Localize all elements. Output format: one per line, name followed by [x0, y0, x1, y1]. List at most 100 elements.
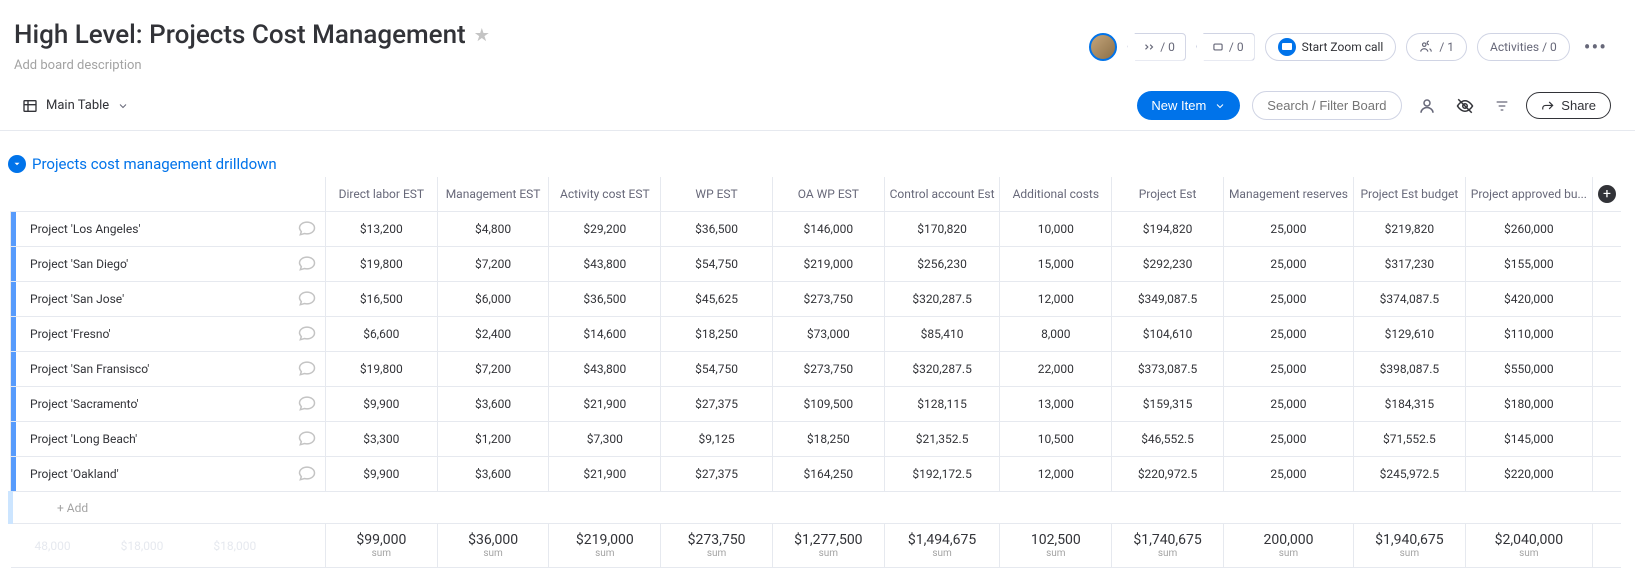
cell-value[interactable]: 10,000: [1000, 212, 1112, 247]
column-header[interactable]: Control account Est: [884, 177, 1000, 212]
cell-value[interactable]: $373,087.5: [1112, 352, 1224, 387]
cell-value[interactable]: $184,315: [1354, 387, 1466, 422]
cell-value[interactable]: $110,000: [1465, 317, 1592, 352]
group-title[interactable]: Projects cost management drilldown: [32, 155, 277, 173]
cell-value[interactable]: 13,000: [1000, 387, 1112, 422]
cell-value[interactable]: $14,600: [549, 317, 661, 352]
cell-value[interactable]: $6,000: [437, 282, 549, 317]
avatar[interactable]: [1089, 33, 1117, 61]
cell-value[interactable]: 25,000: [1223, 212, 1353, 247]
cell-value[interactable]: 25,000: [1223, 247, 1353, 282]
cell-value[interactable]: $164,250: [772, 457, 884, 492]
cell-value[interactable]: 25,000: [1223, 422, 1353, 457]
column-header[interactable]: Activity cost EST: [549, 177, 661, 212]
chat-icon[interactable]: [297, 428, 317, 451]
integration-pill-1[interactable]: / 0: [1127, 33, 1186, 61]
chat-icon[interactable]: [297, 463, 317, 486]
cell-value[interactable]: $194,820: [1112, 212, 1224, 247]
person-filter-icon[interactable]: [1414, 93, 1440, 119]
cell-value[interactable]: $3,600: [437, 457, 549, 492]
cell-value[interactable]: $109,500: [772, 387, 884, 422]
members-pill[interactable]: / 1: [1406, 33, 1467, 61]
cell-value[interactable]: $349,087.5: [1112, 282, 1224, 317]
cell-value[interactable]: $7,300: [549, 422, 661, 457]
cell-value[interactable]: $18,250: [661, 317, 773, 352]
table-row[interactable]: Project 'San Fransisco'$19,800$7,200$43,…: [11, 352, 1622, 387]
cell-value[interactable]: $3,300: [325, 422, 437, 457]
board-description[interactable]: Add board description: [14, 58, 490, 73]
cell-value[interactable]: 25,000: [1223, 317, 1353, 352]
cell-value[interactable]: $3,600: [437, 387, 549, 422]
cell-value[interactable]: $256,230: [884, 247, 1000, 282]
column-header[interactable]: Project approved bu...: [1465, 177, 1592, 212]
cell-value[interactable]: $2,400: [437, 317, 549, 352]
cell-value[interactable]: $273,750: [772, 282, 884, 317]
cell-value[interactable]: $7,200: [437, 352, 549, 387]
cell-value[interactable]: $19,800: [325, 247, 437, 282]
cell-value[interactable]: $159,315: [1112, 387, 1224, 422]
chat-icon[interactable]: [297, 393, 317, 416]
project-name[interactable]: Project 'San Diego': [30, 257, 128, 271]
cell-value[interactable]: $104,610: [1112, 317, 1224, 352]
cell-value[interactable]: $16,500: [325, 282, 437, 317]
chat-icon[interactable]: [297, 323, 317, 346]
cell-value[interactable]: $129,610: [1354, 317, 1466, 352]
cell-value[interactable]: $71,552.5: [1354, 422, 1466, 457]
integration-pill-2[interactable]: / 0: [1196, 33, 1255, 61]
cell-value[interactable]: 8,000: [1000, 317, 1112, 352]
cell-value[interactable]: 25,000: [1223, 352, 1353, 387]
cell-value[interactable]: $155,000: [1465, 247, 1592, 282]
table-row[interactable]: Project 'Long Beach'$3,300$1,200$7,300$9…: [11, 422, 1622, 457]
cell-value[interactable]: $273,750: [772, 352, 884, 387]
project-name[interactable]: Project 'Long Beach': [30, 432, 137, 446]
cell-value[interactable]: $54,750: [661, 352, 773, 387]
column-header[interactable]: Management EST: [437, 177, 549, 212]
cell-value[interactable]: $245,972.5: [1354, 457, 1466, 492]
table-row[interactable]: Project 'San Diego' $19,800$7,200$43,800 $…: [11, 247, 1622, 282]
column-header[interactable]: OA WP EST: [772, 177, 884, 212]
search-input[interactable]: [1252, 91, 1402, 120]
cell-value[interactable]: $317,230: [1354, 247, 1466, 282]
chat-icon[interactable]: [297, 218, 317, 241]
more-menu-icon[interactable]: •••: [1580, 35, 1611, 59]
cell-value[interactable]: $192,172.5: [884, 457, 1000, 492]
add-row[interactable]: + Add: [11, 492, 1622, 524]
cell-value[interactable]: $9,900: [325, 387, 437, 422]
cell-value[interactable]: $398,087.5: [1354, 352, 1466, 387]
cell-value[interactable]: $45,625: [661, 282, 773, 317]
cell-value[interactable]: $550,000: [1465, 352, 1592, 387]
cell-value[interactable]: $128,115: [884, 387, 1000, 422]
project-name[interactable]: Project 'Fresno': [30, 327, 111, 341]
cell-value[interactable]: 10,500: [1000, 422, 1112, 457]
cell-value[interactable]: $27,375: [661, 457, 773, 492]
table-row[interactable]: Project 'Fresno'$6,600$2,400$14,600$18,2…: [11, 317, 1622, 352]
cell-value[interactable]: $7,200: [437, 247, 549, 282]
cell-value[interactable]: $18,250: [772, 422, 884, 457]
project-name[interactable]: Project 'Sacramento': [30, 397, 139, 411]
view-selector[interactable]: Main Table: [14, 94, 137, 118]
cell-value[interactable]: $43,800: [549, 247, 661, 282]
cell-value[interactable]: $27,375: [661, 387, 773, 422]
cell-value[interactable]: $260,000: [1465, 212, 1592, 247]
cell-value[interactable]: $145,000: [1465, 422, 1592, 457]
column-header[interactable]: Project Est: [1112, 177, 1224, 212]
table-row[interactable]: Project 'Sacramento'$9,900$3,600$21,900$…: [11, 387, 1622, 422]
add-column-button[interactable]: +: [1598, 185, 1616, 203]
cell-value[interactable]: $292,230: [1112, 247, 1224, 282]
cell-value[interactable]: $19,800: [325, 352, 437, 387]
chat-icon[interactable]: [297, 253, 317, 276]
project-name[interactable]: Project 'San Fransisco': [30, 362, 149, 376]
column-header[interactable]: Direct labor EST: [325, 177, 437, 212]
board-title[interactable]: High Level: Projects Cost Management: [14, 20, 466, 50]
cell-value[interactable]: 12,000: [1000, 282, 1112, 317]
cell-value[interactable]: $320,287.5: [884, 282, 1000, 317]
star-icon[interactable]: ★: [474, 25, 490, 46]
group-collapse-toggle[interactable]: [8, 155, 26, 173]
cell-value[interactable]: $4,800: [437, 212, 549, 247]
table-row[interactable]: Project 'Oakland'$9,900$3,600$21,900$27,…: [11, 457, 1622, 492]
cell-value[interactable]: $21,900: [549, 457, 661, 492]
cell-value[interactable]: $9,900: [325, 457, 437, 492]
cell-value[interactable]: 25,000: [1223, 387, 1353, 422]
cell-value[interactable]: $21,900: [549, 387, 661, 422]
cell-value[interactable]: $29,200: [549, 212, 661, 247]
